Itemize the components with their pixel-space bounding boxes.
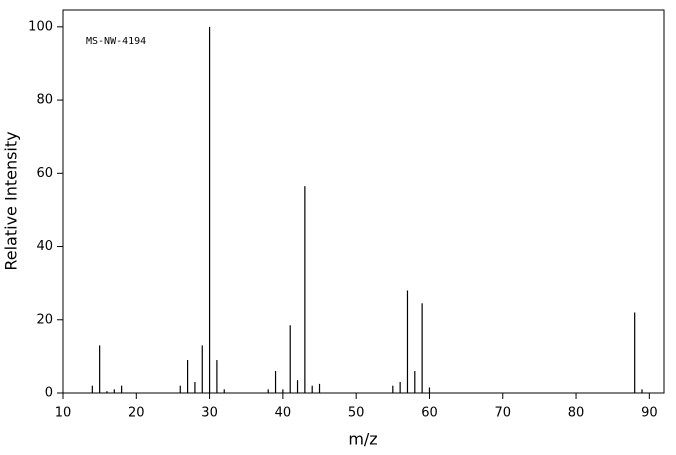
x-tick-label: 80 — [568, 406, 585, 421]
x-tick-label: 20 — [128, 406, 145, 421]
y-tick-label: 60 — [36, 166, 53, 181]
annotation: MS-NW-4194 — [86, 36, 146, 47]
x-tick-label: 70 — [494, 406, 511, 421]
x-tick-label: 30 — [201, 406, 218, 421]
plot-frame — [62, 9, 665, 394]
y-tick-label: 0 — [45, 386, 53, 401]
y-tick-label: 80 — [36, 93, 53, 108]
x-axis-title: m/z — [348, 430, 377, 449]
x-tick-label: 90 — [641, 406, 658, 421]
y-tick-label: 20 — [36, 312, 53, 327]
x-tick-label: 50 — [348, 406, 365, 421]
x-tick-label: 60 — [421, 406, 438, 421]
x-tick-label: 10 — [55, 406, 72, 421]
x-tick-label: 40 — [275, 406, 292, 421]
y-tick-label: 100 — [28, 19, 53, 34]
y-tick-label: 40 — [36, 239, 53, 254]
y-axis-title: Relative Intensity — [2, 131, 21, 270]
